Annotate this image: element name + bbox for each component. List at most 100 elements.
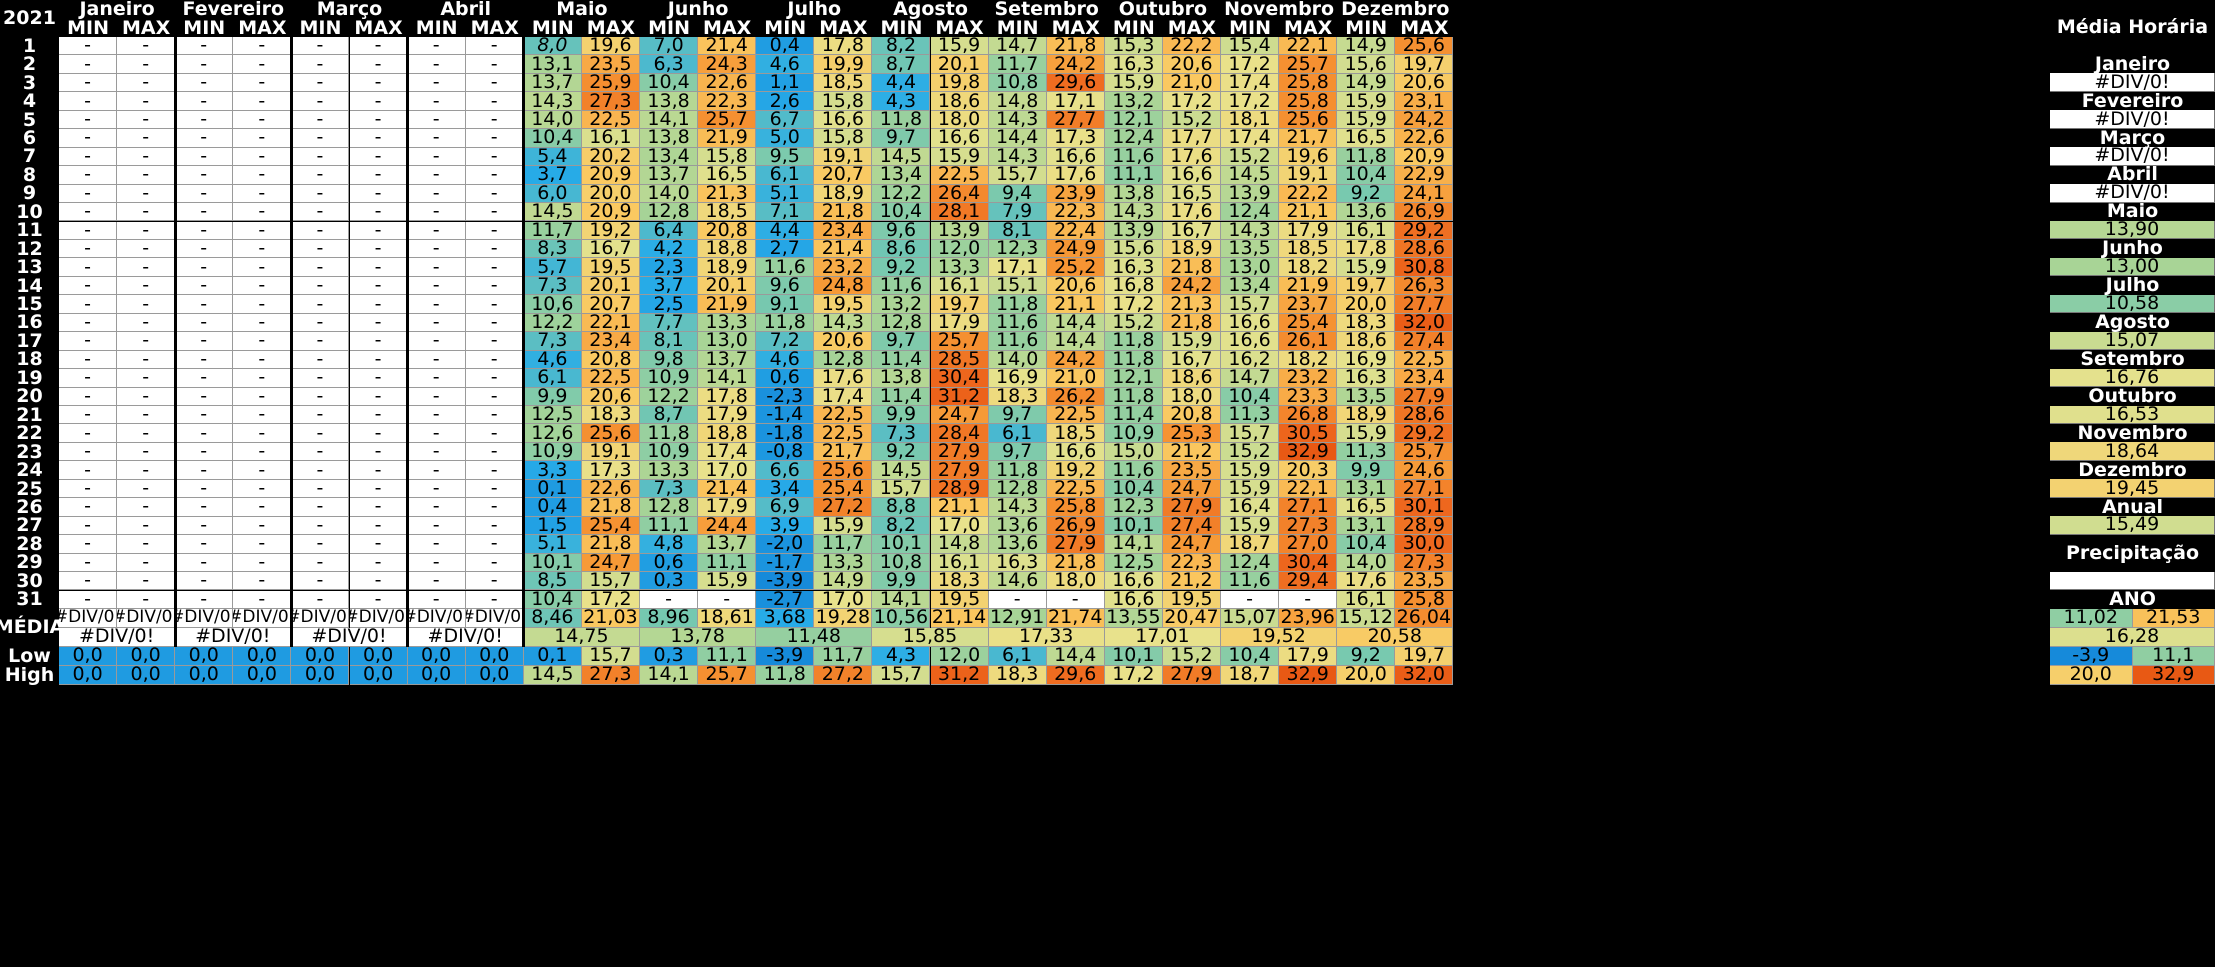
table-cell[interactable]: 17,4 — [814, 387, 873, 406]
table-cell[interactable]: 11,3 — [1337, 442, 1396, 462]
table-cell[interactable]: 22,3 — [1162, 553, 1221, 573]
table-cell[interactable]: 16,2 — [1221, 350, 1280, 370]
ano-low-max[interactable]: 11,1 — [2132, 646, 2215, 666]
high-cell[interactable]: 25,7 — [698, 665, 757, 685]
table-cell[interactable]: 2,5 — [640, 295, 699, 314]
high-cell[interactable]: 0,0 — [175, 665, 234, 685]
table-cell[interactable]: 10,9 — [523, 442, 582, 462]
table-cell[interactable]: - — [117, 221, 176, 240]
table-cell[interactable]: 22,5 — [814, 406, 873, 425]
table-cell[interactable]: 14,6 — [988, 572, 1047, 591]
table-cell[interactable]: 15,9 — [1337, 110, 1396, 130]
table-cell[interactable]: 5,1 — [523, 535, 582, 554]
table-cell[interactable]: 12,1 — [1104, 110, 1163, 130]
table-cell[interactable]: 20,1 — [930, 55, 989, 74]
table-cell[interactable]: - — [407, 387, 466, 406]
table-cell[interactable]: - — [59, 498, 118, 517]
table-cell[interactable]: - — [465, 590, 524, 609]
table-cell[interactable]: - — [465, 535, 524, 554]
table-cell[interactable]: -1,7 — [756, 553, 815, 573]
table-cell[interactable]: 30,8 — [1395, 258, 1454, 277]
table-cell[interactable]: 12,8 — [988, 479, 1047, 499]
table-cell[interactable]: - — [349, 332, 408, 351]
table-cell[interactable]: 12,0 — [930, 239, 989, 259]
table-cell[interactable]: 11,7 — [814, 535, 873, 554]
table-cell[interactable]: 12,8 — [640, 203, 699, 222]
low-cell[interactable]: 15,2 — [1162, 646, 1221, 666]
high-cell[interactable]: 0,0 — [407, 665, 466, 685]
table-cell[interactable]: - — [291, 516, 350, 536]
table-cell[interactable]: - — [175, 313, 234, 333]
table-cell[interactable]: 21,7 — [1279, 129, 1338, 148]
table-cell[interactable]: 16,1 — [581, 129, 640, 148]
media-cell[interactable]: #DIV/0! — [117, 608, 176, 628]
table-cell[interactable]: 15,8 — [814, 92, 873, 111]
table-cell[interactable]: 15,3 — [1104, 37, 1163, 56]
media-cell[interactable]: 26,04 — [1395, 608, 1454, 628]
table-cell[interactable]: 15,2 — [1221, 147, 1280, 167]
table-cell[interactable]: 24,7 — [1162, 479, 1221, 499]
table-cell[interactable]: - — [349, 516, 408, 536]
table-cell[interactable]: 16,1 — [930, 553, 989, 573]
media-month-cell[interactable]: #DIV/0! — [59, 627, 176, 647]
table-cell[interactable]: - — [349, 203, 408, 222]
table-cell[interactable]: 17,3 — [581, 461, 640, 480]
table-cell[interactable]: - — [349, 590, 408, 609]
table-cell[interactable]: 0,6 — [756, 369, 815, 388]
table-cell[interactable]: 22,6 — [1395, 129, 1454, 148]
table-cell[interactable]: - — [117, 147, 176, 167]
table-cell[interactable]: 11,6 — [756, 258, 815, 277]
table-cell[interactable]: 17,6 — [1337, 572, 1396, 591]
side-month-value[interactable]: #DIV/0! — [2050, 73, 2215, 92]
table-cell[interactable]: 6,6 — [756, 461, 815, 480]
table-cell[interactable]: - — [233, 221, 292, 240]
table-cell[interactable]: 16,6 — [1046, 442, 1105, 462]
table-cell[interactable]: 19,1 — [814, 147, 873, 167]
table-cell[interactable]: 24,4 — [698, 516, 757, 536]
table-cell[interactable]: 12,5 — [1104, 553, 1163, 573]
table-cell[interactable]: 27,4 — [1162, 516, 1221, 536]
table-cell[interactable]: 17,4 — [698, 442, 757, 462]
table-cell[interactable]: - — [291, 203, 350, 222]
table-cell[interactable]: 17,6 — [1046, 166, 1105, 185]
table-cell[interactable]: - — [291, 166, 350, 185]
low-cell[interactable]: 0,0 — [175, 646, 234, 666]
table-cell[interactable]: 16,3 — [1104, 55, 1163, 74]
low-cell[interactable]: 14,4 — [1046, 646, 1105, 666]
high-cell[interactable]: 14,5 — [523, 665, 582, 685]
table-cell[interactable]: 18,5 — [1046, 424, 1105, 443]
table-cell[interactable]: 17,2 — [1104, 295, 1163, 314]
table-cell[interactable]: 13,6 — [988, 516, 1047, 536]
table-cell[interactable]: -3,9 — [756, 572, 815, 591]
table-cell[interactable]: - — [291, 332, 350, 351]
table-cell[interactable]: - — [349, 369, 408, 388]
table-cell[interactable]: 20,6 — [814, 332, 873, 351]
table-cell[interactable]: - — [233, 203, 292, 222]
table-cell[interactable]: 13,0 — [698, 332, 757, 351]
side-month-value[interactable]: #DIV/0! — [2050, 147, 2215, 166]
table-cell[interactable]: 18,2 — [1279, 350, 1338, 370]
table-cell[interactable]: 24,3 — [698, 55, 757, 74]
table-cell[interactable]: - — [175, 461, 234, 480]
table-cell[interactable]: 15,7 — [988, 166, 1047, 185]
table-cell[interactable]: - — [349, 184, 408, 204]
table-cell[interactable]: 12,8 — [640, 498, 699, 517]
table-cell[interactable]: - — [465, 221, 524, 240]
table-cell[interactable]: 12,3 — [988, 239, 1047, 259]
low-cell[interactable]: 0,0 — [407, 646, 466, 666]
table-cell[interactable]: 13,9 — [930, 221, 989, 240]
table-cell[interactable]: 20,3 — [1279, 461, 1338, 480]
table-cell[interactable]: - — [349, 442, 408, 462]
table-cell[interactable]: 21,4 — [814, 239, 873, 259]
table-cell[interactable]: - — [175, 92, 234, 111]
media-cell[interactable]: #DIV/0! — [465, 608, 524, 628]
table-cell[interactable]: - — [233, 276, 292, 296]
table-cell[interactable]: 3,7 — [640, 276, 699, 296]
table-cell[interactable]: 10,4 — [1337, 535, 1396, 554]
table-cell[interactable]: 18,5 — [814, 73, 873, 93]
table-cell[interactable]: - — [233, 129, 292, 148]
side-month-value[interactable]: 16,76 — [2050, 368, 2215, 388]
table-cell[interactable]: 25,6 — [1279, 110, 1338, 130]
table-cell[interactable]: 10,8 — [872, 553, 931, 573]
table-cell[interactable]: 26,8 — [1279, 406, 1338, 425]
